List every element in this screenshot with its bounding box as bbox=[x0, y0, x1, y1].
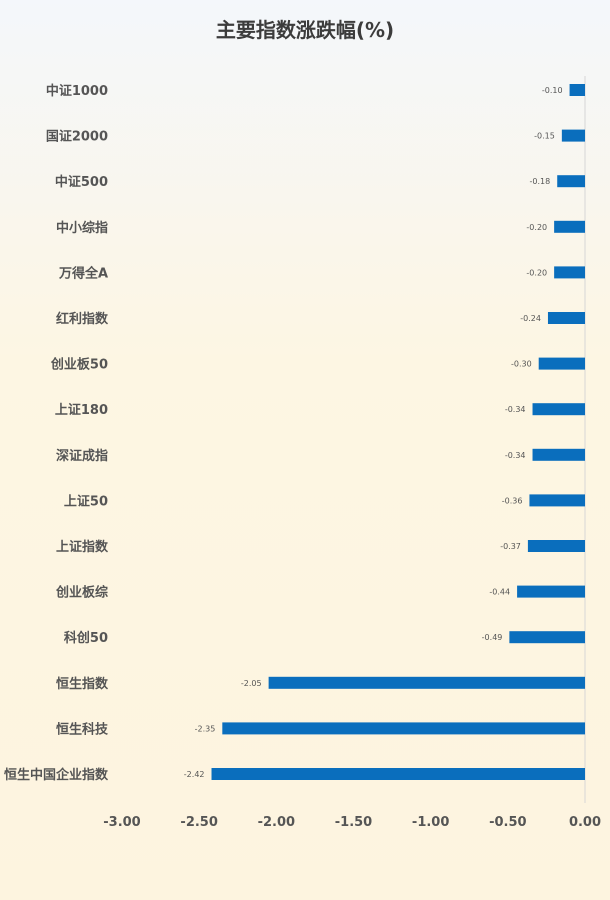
category-label: 恒生中国企业指数 bbox=[4, 767, 109, 783]
bar bbox=[557, 175, 585, 188]
data-label: -0.30 bbox=[511, 360, 532, 369]
bar bbox=[569, 84, 585, 96]
chart-title: 主要指数涨跌幅(%) bbox=[215, 18, 395, 42]
data-label: -0.34 bbox=[505, 451, 526, 460]
bar bbox=[532, 448, 585, 461]
data-label: -0.49 bbox=[482, 633, 503, 642]
data-label: -0.24 bbox=[520, 314, 541, 323]
x-tick-label: -1.00 bbox=[412, 815, 449, 830]
data-label: -0.37 bbox=[500, 542, 521, 551]
data-label: -0.36 bbox=[502, 496, 523, 505]
x-tick-label: -3.00 bbox=[103, 815, 140, 830]
x-tick-label: 0.00 bbox=[569, 815, 601, 830]
bar bbox=[532, 403, 585, 416]
data-label: -0.15 bbox=[534, 132, 555, 141]
category-label: 上证50 bbox=[64, 494, 108, 509]
data-label: -2.35 bbox=[195, 724, 216, 733]
category-label: 万得全A bbox=[58, 265, 108, 281]
category-label: 中证500 bbox=[55, 174, 108, 190]
data-label: -0.18 bbox=[530, 177, 551, 186]
bar bbox=[538, 357, 585, 370]
bar bbox=[517, 585, 585, 598]
x-tick-label: -2.50 bbox=[180, 815, 217, 830]
category-label: 恒生指数 bbox=[56, 676, 109, 692]
category-label: 科创50 bbox=[64, 630, 108, 646]
category-label: 深证成指 bbox=[56, 448, 108, 464]
bar bbox=[561, 129, 585, 142]
bar bbox=[554, 220, 585, 233]
data-label: -0.20 bbox=[526, 268, 547, 277]
bar bbox=[211, 768, 585, 780]
x-tick-label: -1.50 bbox=[335, 815, 372, 830]
category-label: 创业板50 bbox=[50, 357, 108, 373]
x-tick-label: -2.00 bbox=[258, 815, 295, 830]
bar bbox=[529, 494, 585, 507]
category-label: 中小综指 bbox=[56, 220, 108, 236]
category-label: 红利指数 bbox=[56, 311, 109, 327]
bar bbox=[222, 722, 586, 735]
data-label: -0.10 bbox=[542, 86, 563, 95]
x-tick-label: -0.50 bbox=[489, 815, 526, 830]
bar bbox=[527, 540, 585, 552]
data-label: -0.34 bbox=[505, 405, 526, 414]
data-label: -0.20 bbox=[526, 223, 547, 232]
category-label: 中证1000 bbox=[46, 83, 108, 99]
bar bbox=[509, 631, 585, 644]
category-label: 恒生科技 bbox=[56, 721, 109, 737]
data-label: -2.42 bbox=[184, 770, 205, 779]
bar bbox=[547, 312, 585, 324]
bar bbox=[554, 266, 585, 279]
category-label: 国证2000 bbox=[46, 130, 108, 145]
category-label: 上证指数 bbox=[56, 539, 109, 555]
bar bbox=[268, 676, 585, 689]
category-label: 上证180 bbox=[55, 403, 108, 418]
category-label: 创业板综 bbox=[55, 585, 108, 601]
data-label: -0.44 bbox=[489, 588, 510, 597]
data-label: -2.05 bbox=[241, 679, 262, 688]
